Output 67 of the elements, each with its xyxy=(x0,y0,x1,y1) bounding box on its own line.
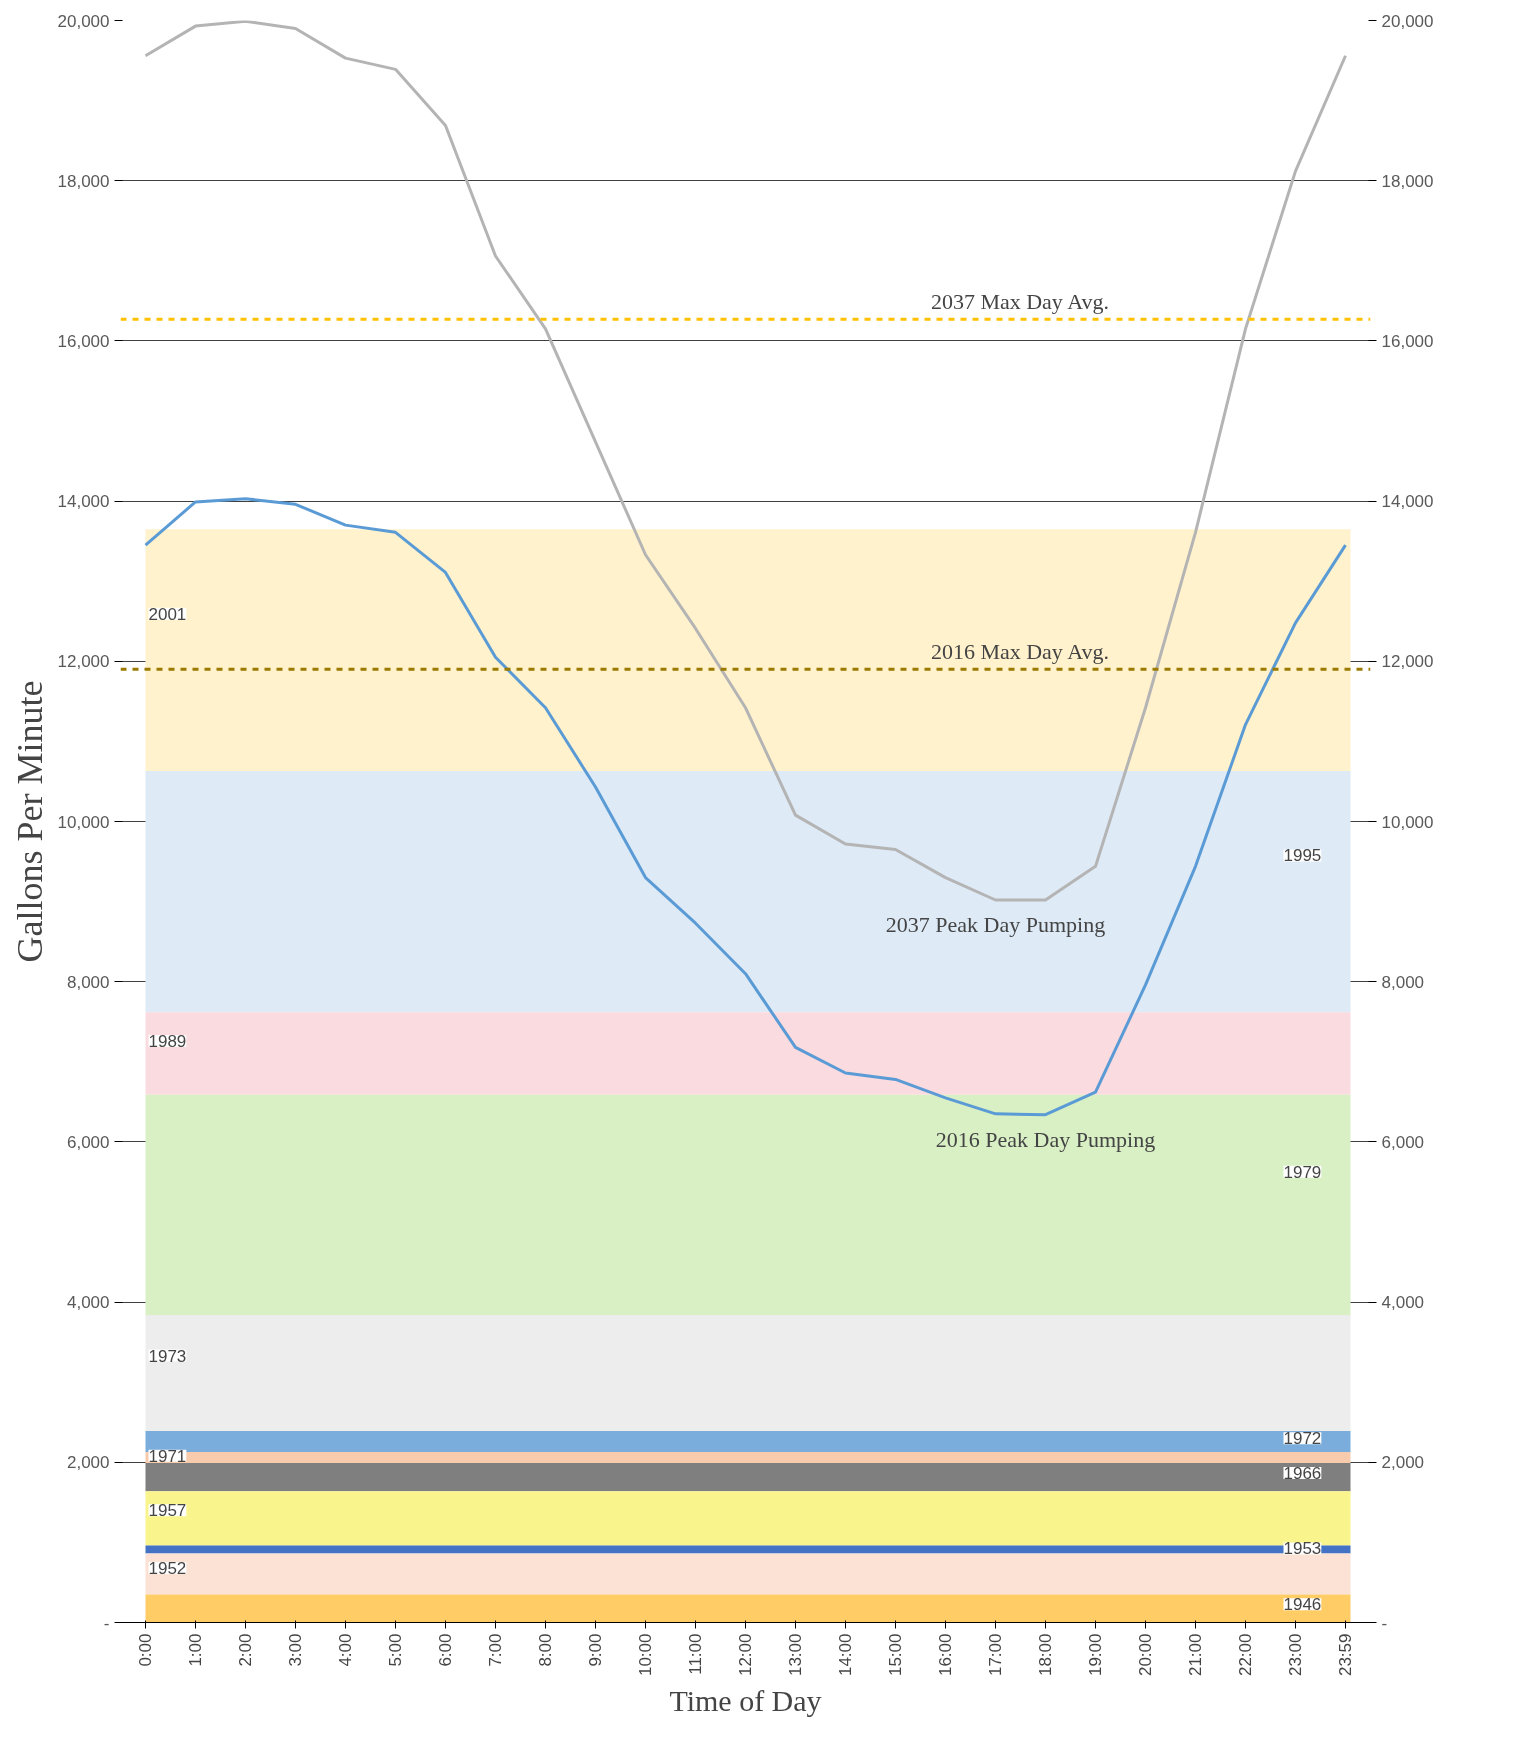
band-label: 1953 xyxy=(1283,1539,1322,1559)
band-label: 1972 xyxy=(1283,1429,1322,1449)
x-tick-label: 15:00 xyxy=(886,1633,905,1677)
y-tick-label: - xyxy=(103,1613,110,1633)
y2-tick-label: 14,000 xyxy=(1381,492,1434,512)
y2-tick-label: - xyxy=(1381,1613,1388,1633)
y-tick-label: 14,000 xyxy=(57,492,110,512)
y-tick-label: 18,000 xyxy=(57,171,110,191)
x-tick-label: 6:00 xyxy=(436,1633,455,1667)
y-tick-label: 8,000 xyxy=(66,972,110,992)
x-tick-label: 5:00 xyxy=(386,1633,405,1667)
band-label: 1966 xyxy=(1283,1463,1322,1483)
y2-tick-label: 18,000 xyxy=(1381,171,1434,191)
y2-tick-label: 8,000 xyxy=(1381,972,1425,992)
band-label: 1989 xyxy=(148,1032,187,1052)
band-label: 1952 xyxy=(148,1558,187,1578)
x-tick-label: 21:00 xyxy=(1186,1633,1205,1677)
x-tick-label: 19:00 xyxy=(1086,1633,1105,1677)
x-tick-label: 3:00 xyxy=(286,1633,305,1667)
y2-tick-label: 16,000 xyxy=(1381,331,1434,351)
y2-tick-label: 20,000 xyxy=(1381,11,1434,31)
x-tick-label: 12:00 xyxy=(736,1633,755,1677)
x-tick-label: 20:00 xyxy=(1136,1633,1155,1677)
y-tick-label: 10,000 xyxy=(57,812,110,832)
x-tick-label: 23:59 xyxy=(1336,1633,1355,1677)
x-tick-label: 23:00 xyxy=(1286,1633,1305,1677)
line-series xyxy=(144,497,1347,1117)
y2-tick-label: 12,000 xyxy=(1381,652,1434,672)
y-tick-label: 12,000 xyxy=(57,652,110,672)
band-label: 1995 xyxy=(1283,846,1322,866)
y-tick-label: 20,000 xyxy=(57,11,110,31)
x-tick-label: 16:00 xyxy=(936,1633,955,1677)
y-tick-label: 16,000 xyxy=(57,331,110,351)
ref-line-label: 2037 Max Day Avg. xyxy=(930,289,1109,315)
series-label: 2016 Peak Day Pumping xyxy=(935,1126,1156,1152)
x-axis-title: Time of Day xyxy=(669,1684,822,1718)
x-tick-label: 8:00 xyxy=(536,1633,555,1667)
y2-tick-label: 6,000 xyxy=(1381,1132,1425,1152)
x-tick-label: 22:00 xyxy=(1236,1633,1255,1677)
y2-tick-label: 10,000 xyxy=(1381,812,1434,832)
y2-tick-label: 4,000 xyxy=(1381,1293,1425,1313)
x-tick-label: 10:00 xyxy=(636,1633,655,1677)
series-label: 2037 Peak Day Pumping xyxy=(885,912,1106,937)
y-tick-label: 4,000 xyxy=(66,1293,110,1313)
x-tick-label: 7:00 xyxy=(486,1633,505,1667)
x-tick-label: 13:00 xyxy=(786,1633,805,1677)
x-tick-label: 9:00 xyxy=(586,1633,605,1667)
band-label: 1979 xyxy=(1283,1162,1322,1182)
y2-tick-label: 2,000 xyxy=(1381,1453,1425,1473)
x-tick-label: 4:00 xyxy=(336,1633,355,1667)
band-label: 1973 xyxy=(148,1346,187,1366)
x-tick-label: 11:00 xyxy=(686,1633,705,1675)
band-label: 1946 xyxy=(1283,1595,1322,1615)
band-label: 1957 xyxy=(148,1501,187,1521)
x-tick-label: 0:00 xyxy=(136,1633,155,1667)
band-label: 2001 xyxy=(148,604,187,624)
x-tick-label: 14:00 xyxy=(836,1633,855,1677)
line-series xyxy=(144,20,1347,902)
ref-line-label: 2016 Max Day Avg. xyxy=(930,639,1109,665)
y-tick-label: 2,000 xyxy=(66,1453,110,1473)
y-tick-label: 6,000 xyxy=(66,1132,110,1152)
x-tick-label: 18:00 xyxy=(1036,1633,1055,1677)
x-tick-label: 1:00 xyxy=(186,1633,205,1667)
band-label: 1971 xyxy=(148,1446,187,1466)
y-axis-title: Gallons Per Minute xyxy=(9,680,50,963)
x-tick-label: 17:00 xyxy=(986,1633,1005,1677)
x-tick-label: 2:00 xyxy=(236,1633,255,1667)
